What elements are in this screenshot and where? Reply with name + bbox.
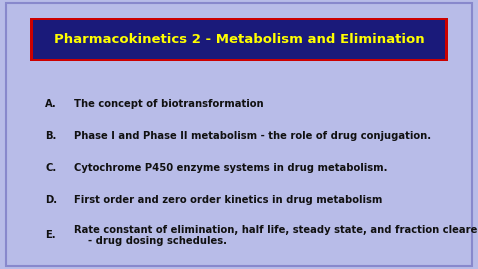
Text: E.: E. bbox=[45, 230, 56, 240]
Text: A.: A. bbox=[45, 98, 57, 109]
Text: B.: B. bbox=[45, 131, 57, 141]
Text: The concept of biotransformation: The concept of biotransformation bbox=[74, 98, 264, 109]
Text: Pharmacokinetics 2 - Metabolism and Elimination: Pharmacokinetics 2 - Metabolism and Elim… bbox=[54, 33, 424, 46]
Text: D.: D. bbox=[45, 195, 57, 206]
Text: First order and zero order kinetics in drug metabolism: First order and zero order kinetics in d… bbox=[74, 195, 382, 206]
Text: C.: C. bbox=[45, 163, 57, 173]
Text: Phase I and Phase II metabolism - the role of drug conjugation.: Phase I and Phase II metabolism - the ro… bbox=[74, 131, 431, 141]
Text: Cytochrome P450 enzyme systems in drug metabolism.: Cytochrome P450 enzyme systems in drug m… bbox=[74, 163, 388, 173]
FancyBboxPatch shape bbox=[33, 20, 445, 59]
FancyBboxPatch shape bbox=[30, 18, 448, 61]
Text: Rate constant of elimination, half life, steady state, and fraction cleared
    : Rate constant of elimination, half life,… bbox=[74, 225, 478, 246]
